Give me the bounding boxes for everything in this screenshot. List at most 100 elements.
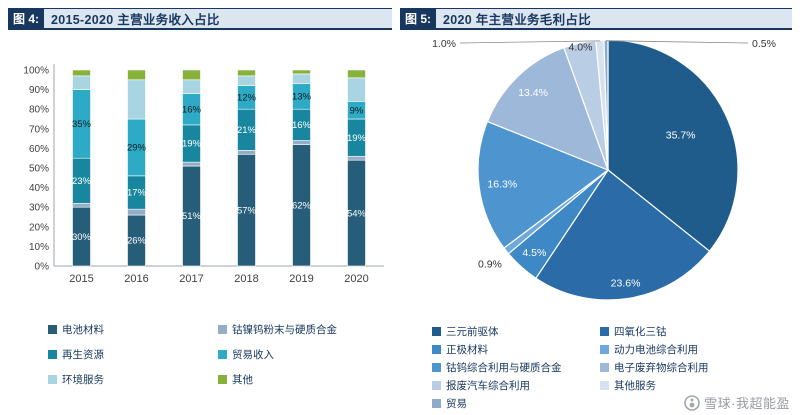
pie-slice-label: 1.0% <box>432 38 456 50</box>
bar-segment <box>347 155 366 161</box>
legend-swatch <box>432 381 441 390</box>
bar-segment-label: 19% <box>182 139 202 150</box>
x-tick-label: 2016 <box>124 273 148 285</box>
legend-swatch <box>48 375 57 384</box>
y-tick-label: 90% <box>29 85 49 96</box>
legend-item: 再生资源 <box>48 347 218 362</box>
bar-segment-label: 19% <box>347 133 367 144</box>
bar-segment <box>72 202 91 208</box>
legend-item: 钴钨综合利用与硬质合金 <box>432 360 600 375</box>
figure-5-header: 图 5: 2020 年主营业务毛利占比 <box>400 8 792 30</box>
bar-segment <box>347 77 366 102</box>
bar-segment <box>127 208 146 216</box>
pie-slice-label: 0.5% <box>752 38 776 50</box>
revenue-share-panel: 图 4: 2015-2020 主营业务收入占比 0% 10% 20% 30% 40% 50… <box>8 8 392 415</box>
bar-segment <box>237 69 256 77</box>
pie-slice <box>477 120 610 249</box>
y-tick-label: 70% <box>29 124 49 135</box>
bar-segment <box>292 69 311 75</box>
legend-label: 其他服务 <box>614 380 656 392</box>
gross-profit-share-panel: 图 5: 2020 年主营业务毛利占比 35.7% 23.6% 4.5% 0.9% 16… <box>400 8 792 415</box>
y-tick-label: 30% <box>29 203 49 214</box>
bar-segment-label: 13% <box>292 92 312 103</box>
bar-segment <box>72 69 91 77</box>
legend-swatch <box>48 325 57 334</box>
figure-4-header: 图 4: 2015-2020 主营业务收入占比 <box>8 8 392 30</box>
pie-slice-label: 0.9% <box>478 258 502 270</box>
bar-chart-legend: 电池材料 钴镍钨粉末与硬质合金 再生资源 贸易收入 环境服务 其他 <box>8 322 392 387</box>
bar-segment-label: 35% <box>72 119 92 130</box>
bar-segment <box>347 69 366 79</box>
legend-swatch <box>600 363 609 372</box>
watermark: 雪球·我超能盈 <box>684 393 790 412</box>
pie-slice <box>603 39 609 171</box>
bar-segment <box>127 69 146 81</box>
legend-swatch <box>48 350 57 359</box>
x-tick-label: 2020 <box>344 273 368 285</box>
legend-label: 钴钨综合利用与硬质合金 <box>446 362 562 374</box>
legend-item: 动力电池综合利用 <box>600 342 792 357</box>
pie-slice-label: 4.0% <box>568 41 592 53</box>
y-tick-label: 20% <box>29 222 49 233</box>
pie-slice-label: 23.6% <box>611 278 641 290</box>
legend-label: 贸易收入 <box>232 349 274 361</box>
legend-item: 电子废弃物综合利用 <box>600 360 792 375</box>
legend-item: 正极材料 <box>432 342 600 357</box>
legend-label: 再生资源 <box>62 349 104 361</box>
y-tick-label: 80% <box>29 105 49 116</box>
legend-label: 正极材料 <box>446 344 488 356</box>
y-tick-label: 0% <box>35 262 50 273</box>
bar-segment <box>182 79 201 94</box>
x-tick-label: 2018 <box>234 273 258 285</box>
x-tick-label: 2019 <box>289 273 313 285</box>
bar-segment-label: 62% <box>292 200 312 211</box>
pie-chart: 35.7% 23.6% 4.5% 0.9% 16.3% 13.4% 4.0% 1.0% 0.5% <box>432 38 776 301</box>
bar-segment-label: 29% <box>127 143 147 154</box>
legend-swatch <box>600 327 609 336</box>
pie-slice <box>607 39 739 253</box>
pie-slice-label: 13.4% <box>518 87 548 99</box>
pie-callout-line <box>459 40 600 44</box>
legend-swatch <box>600 381 609 390</box>
stacked-bar-chart: 0% 10% 20% 30% 40% 50% 60% 70% 80% 90% 100% 30% 23% 3… <box>23 64 384 285</box>
bar-segment-label: 16% <box>292 120 312 131</box>
xueqiu-logo-icon <box>684 394 700 411</box>
bar-segment <box>127 79 146 120</box>
legend-swatch <box>600 345 609 354</box>
legend-label: 电子废弃物综合利用 <box>614 362 709 374</box>
y-tick-label: 40% <box>29 183 49 194</box>
bar-segment <box>72 75 91 90</box>
legend-item: 贸易 <box>432 396 600 411</box>
bar-segment <box>237 150 256 155</box>
bar-segment-label: 51% <box>182 211 202 222</box>
x-tick-label: 2015 <box>69 273 93 285</box>
legend-label: 电池材料 <box>62 324 104 336</box>
legend-label: 贸易 <box>446 398 467 410</box>
bar-segment <box>182 69 201 81</box>
figure-5-tag: 图 5: <box>400 9 437 28</box>
legend-item: 三元前驱体 <box>432 324 600 339</box>
legend-label: 四氧化三钴 <box>614 326 667 338</box>
legend-swatch <box>432 345 441 354</box>
pie-slice-label: 4.5% <box>522 247 546 259</box>
y-tick-label: 50% <box>29 164 49 175</box>
pie-slice-label: 35.7% <box>666 130 696 142</box>
x-tick-label: 2017 <box>179 273 203 285</box>
bar-segment-label: 9% <box>350 105 364 116</box>
legend-item: 其他服务 <box>600 378 792 393</box>
legend-item: 钴镍钨粉末与硬质合金 <box>218 322 392 337</box>
pie-callout-line <box>605 40 749 44</box>
y-tick-label: 10% <box>29 242 49 253</box>
figure-4-tag: 图 4: <box>8 9 45 28</box>
legend-swatch <box>218 350 227 359</box>
legend-swatch <box>218 375 227 384</box>
legend-item: 报废汽车综合利用 <box>432 378 600 393</box>
bar-segment-label: 17% <box>127 188 147 199</box>
legend-swatch <box>218 325 227 334</box>
figure-4-title: 2015-2020 主营业务收入占比 <box>51 13 220 27</box>
legend-label: 其他 <box>232 374 253 386</box>
legend-item: 其他 <box>218 372 392 387</box>
bar-segment-label: 12% <box>237 93 257 104</box>
y-tick-label: 100% <box>23 66 49 77</box>
